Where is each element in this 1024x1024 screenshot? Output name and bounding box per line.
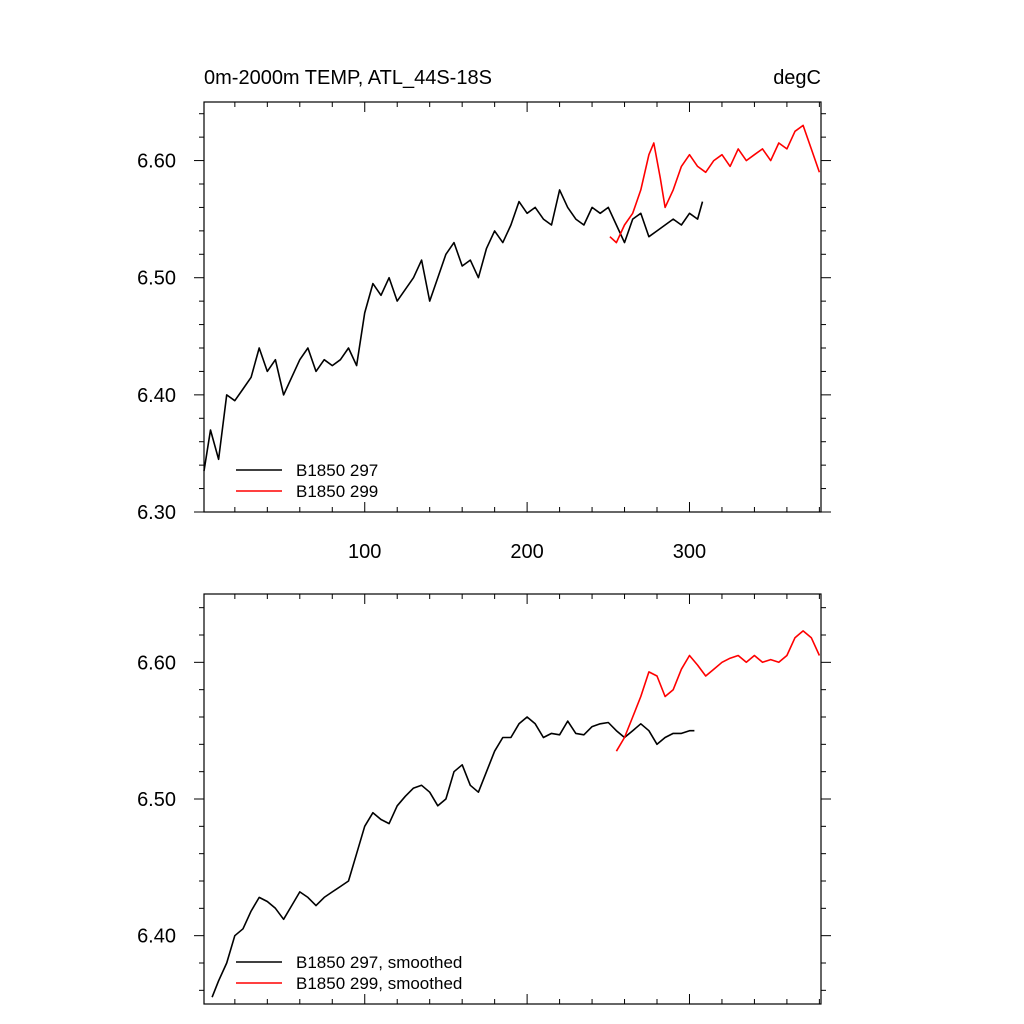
bottom-series-line-1 <box>211 716 695 998</box>
top-x-tick-label: 300 <box>673 541 706 563</box>
bottom-legend-label-2: B1850 299, smoothed <box>296 974 462 993</box>
top-x-tick-label: 100 <box>348 541 381 563</box>
bottom-legend: B1850 297, smoothed B1850 299, smoothed <box>236 953 462 993</box>
top-legend-label-1: B1850 297 <box>296 461 378 480</box>
bottom-plot-area <box>211 630 821 998</box>
top-plot-frame <box>203 101 822 513</box>
bottom-y-tick-label: 6.60 <box>137 652 176 674</box>
top-x-tick-label: 200 <box>510 541 543 563</box>
top-axis-ticks: 100 200 300 6.30 6.40 6.50 6.60 <box>137 102 831 563</box>
top-series-line-1 <box>203 189 704 472</box>
top-series-line-2 <box>609 124 821 244</box>
top-y-tick-label: 6.30 <box>137 502 176 524</box>
top-y-tick-label: 6.50 <box>137 268 176 290</box>
bottom-y-tick-label: 6.50 <box>137 789 176 811</box>
bottom-legend-label-1: B1850 297, smoothed <box>296 953 462 972</box>
top-panel-title: 0m-2000m TEMP, ATL_44S-18S <box>204 67 492 89</box>
bottom-y-tick-label: 6.40 <box>137 926 176 948</box>
bottom-plot-frame <box>203 593 822 1005</box>
top-panel: 0m-2000m TEMP, ATL_44S-18S degC 100 200 30… <box>137 67 831 563</box>
bottom-series-line-2 <box>615 630 821 752</box>
top-legend: B1850 297 B1850 299 <box>236 461 378 501</box>
top-y-tick-label: 6.40 <box>137 385 176 407</box>
top-panel-units: degC <box>773 67 821 89</box>
top-legend-label-2: B1850 299 <box>296 482 378 501</box>
bottom-axis-ticks: 6.40 6.50 6.60 <box>137 594 831 1004</box>
top-plot-area <box>203 124 821 472</box>
top-y-tick-label: 6.60 <box>137 151 176 173</box>
